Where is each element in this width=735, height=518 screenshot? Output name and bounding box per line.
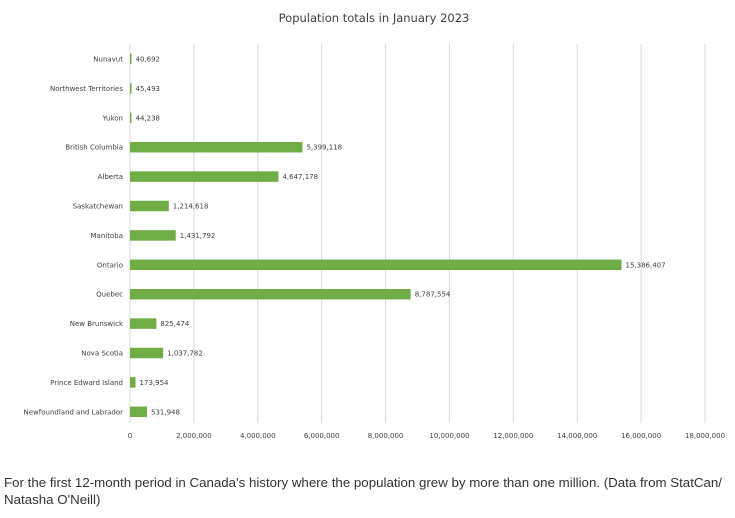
bar [130, 318, 157, 329]
bar [130, 112, 132, 124]
category-label: New Brunswick [70, 320, 124, 328]
category-label: Ontario [97, 261, 123, 269]
bar [130, 230, 176, 241]
x-tick-label: 12,000,000 [493, 432, 533, 440]
x-tick-label: 18,000,000 [685, 432, 725, 440]
category-label: Alberta [98, 173, 123, 181]
data-label: 8,787,554 [415, 291, 451, 299]
x-tick-label: 10,000,000 [429, 432, 469, 440]
data-label: 15,386,407 [626, 261, 666, 269]
data-label: 1,037,782 [167, 350, 203, 358]
category-label: Newfoundland and Labrador [24, 408, 124, 416]
bar [130, 53, 132, 65]
category-label: Northwest Territories [50, 85, 123, 93]
category-label: Prince Edward Island [50, 379, 123, 387]
chart-title: Population totals in January 2023 [279, 11, 470, 25]
data-label: 825,474 [160, 320, 189, 328]
x-tick-label: 16,000,000 [621, 432, 661, 440]
category-label: Quebec [96, 291, 123, 299]
x-tick-label: 4,000,000 [240, 432, 276, 440]
data-label: 45,493 [136, 85, 161, 93]
x-tick-label: 2,000,000 [176, 432, 212, 440]
bar [130, 288, 411, 300]
population-bar-chart: Population totals in January 2023 0 2,000… [24, 11, 726, 440]
bar [130, 406, 147, 418]
x-tick-label: 8,000,000 [368, 432, 404, 440]
data-label: 44,238 [136, 114, 161, 122]
category-label: Saskatchewan [73, 203, 123, 211]
x-tick-label: 0 [128, 432, 132, 440]
bar [130, 171, 279, 182]
category-label: Nunavut [93, 56, 123, 64]
data-label: 1,431,792 [180, 232, 216, 240]
bar [130, 347, 164, 359]
category-label: British Columbia [65, 144, 123, 152]
data-label: 173,954 [140, 379, 169, 387]
x-tick-label: 14,000,000 [557, 432, 597, 440]
x-axis-ticks: 0 2,000,000 4,000,000 6,000,000 8,000,000 10,… [128, 432, 725, 440]
bar [130, 200, 169, 212]
chart-caption: For the first 12-month period in Canada'… [4, 475, 722, 507]
bar [130, 141, 303, 153]
data-label: 531,948 [151, 408, 180, 416]
data-label: 1,214,618 [173, 203, 209, 211]
data-label: 5,399,118 [306, 144, 342, 152]
bars: Nunavut 40,692 Northwest Territories 45,493… [24, 53, 666, 418]
category-label: Manitoba [91, 232, 123, 240]
x-tick-label: 6,000,000 [304, 432, 340, 440]
bar [130, 377, 136, 388]
data-label: 40,692 [136, 56, 161, 64]
category-label: Nova Scotia [81, 350, 123, 358]
bar [130, 259, 622, 271]
category-label: Yukon [102, 114, 123, 122]
data-label: 4,647,178 [282, 173, 318, 181]
gridlines [129, 44, 706, 423]
bar [130, 83, 132, 94]
